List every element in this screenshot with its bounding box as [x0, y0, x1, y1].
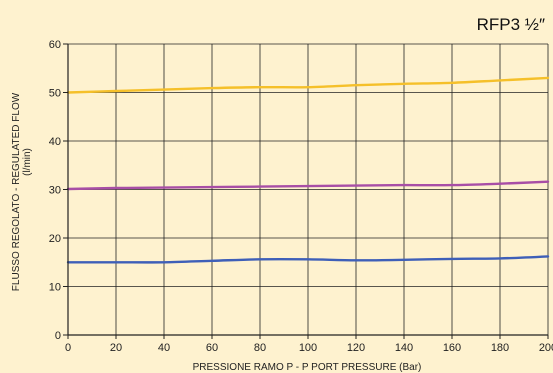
- x-tick-label-4: 80: [254, 342, 266, 354]
- x-axis-label: PRESSIONE RAMO P - P PORT PRESSURE (Bar): [193, 362, 422, 373]
- series-line-0: [66, 76, 550, 94]
- series-line-1: [66, 180, 550, 191]
- axes: [63, 43, 549, 339]
- x-tick-label-10: 200: [539, 342, 553, 354]
- x-tick-labels: 0 20 40 60 80 100 120 140 160 180 200: [65, 342, 553, 354]
- x-tick-label-0: 0: [65, 342, 71, 354]
- y-tick-label-2: 20: [49, 233, 61, 245]
- x-tick-label-7: 140: [395, 342, 413, 354]
- y-axis-unit: (l/min): [22, 148, 33, 176]
- chart-title: RFP3 ½″: [477, 15, 545, 34]
- series-lines: [66, 76, 550, 264]
- x-tick-label-9: 180: [491, 342, 509, 354]
- y-axis-label: FLUSSO REGOLATO - REGULATED FLOW: [11, 92, 22, 291]
- y-tick-label-0: 0: [55, 330, 61, 342]
- x-tick-label-3: 60: [206, 342, 218, 354]
- x-tick-label-5: 100: [299, 342, 317, 354]
- x-tick-label-2: 40: [158, 342, 170, 354]
- x-tick-label-6: 120: [347, 342, 365, 354]
- y-tick-labels: 0 10 20 30 40 50 60: [49, 39, 61, 342]
- series-line-2: [66, 255, 550, 264]
- y-tick-label-1: 10: [49, 282, 61, 294]
- y-tick-label-3: 30: [49, 185, 61, 197]
- y-tick-label-6: 60: [49, 39, 61, 51]
- y-tick-label-4: 40: [49, 136, 61, 148]
- x-tick-label-1: 20: [110, 342, 122, 354]
- y-tick-label-5: 50: [49, 88, 61, 100]
- x-tick-label-8: 160: [443, 342, 461, 354]
